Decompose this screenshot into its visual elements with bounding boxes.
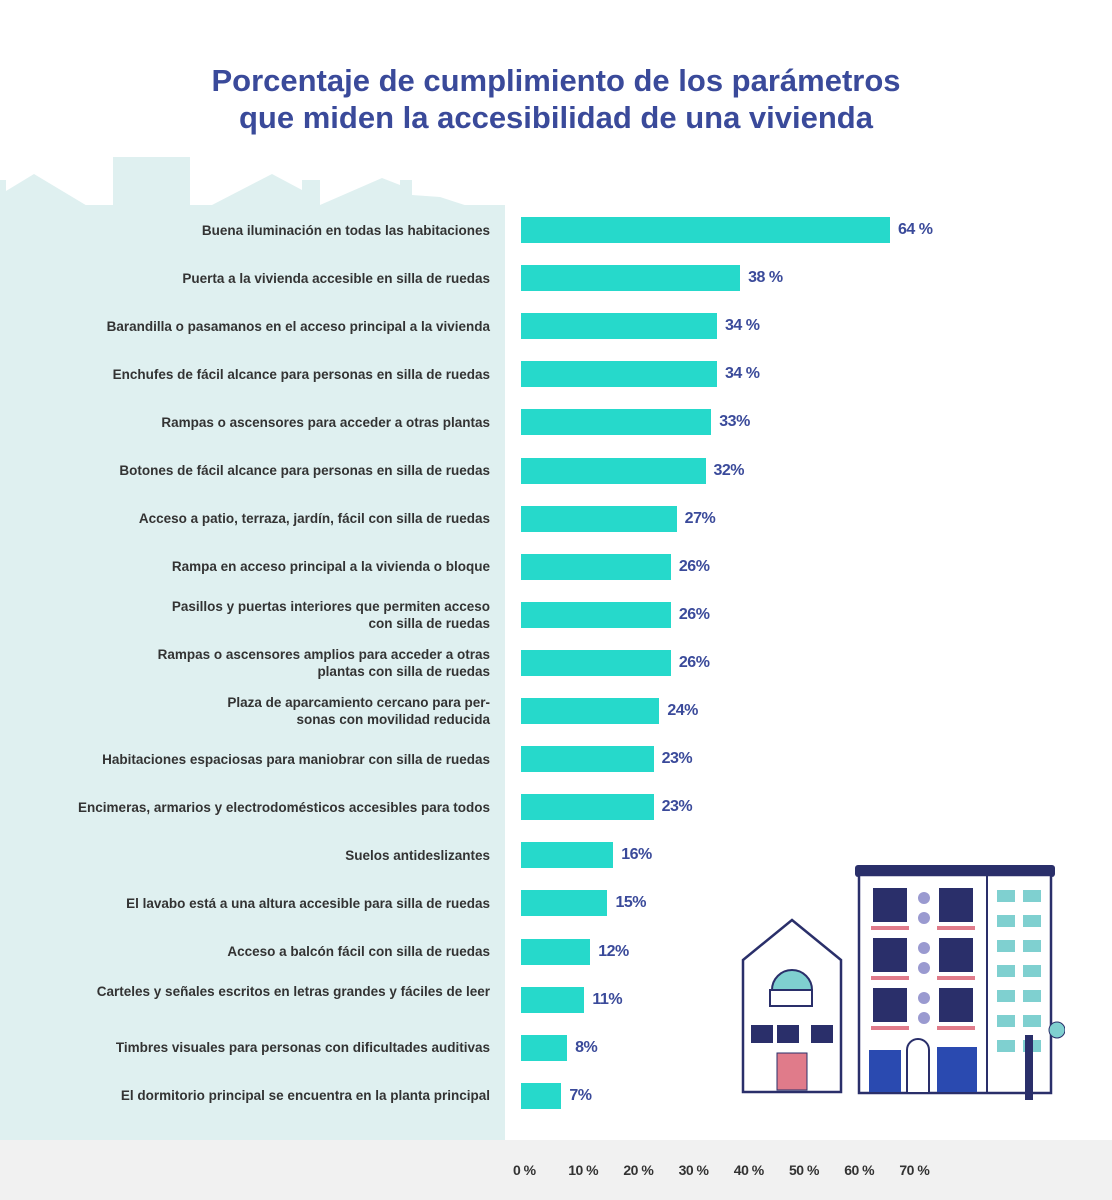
data-label: 11%	[592, 990, 623, 1008]
rooftops-silhouette	[0, 157, 480, 210]
bar	[521, 890, 608, 917]
bar	[521, 1082, 562, 1109]
category-label: Rampa en acceso principal a la vivienda …	[171, 559, 490, 575]
data-label: 26%	[678, 557, 710, 575]
bar	[521, 505, 677, 532]
category-label: Rampas o ascensores para acceder a otras…	[161, 414, 490, 430]
category-label: Habitaciones espaciosas para maniobrar c…	[102, 751, 490, 767]
category-label: Encimeras, armarios y electrodomésticos …	[78, 799, 490, 815]
category-label: Rampas o ascensores amplios para acceder…	[157, 646, 490, 679]
x-tick-label: 20 %	[623, 1162, 654, 1178]
category-label: Botones de fácil alcance para personas e…	[119, 463, 490, 478]
category-label: Acceso a patio, terraza, jardín, fácil c…	[138, 511, 490, 527]
category-label: Barandilla o pasamanos en el acceso prin…	[106, 318, 490, 334]
data-label: 32%	[713, 461, 745, 479]
data-label: 26%	[678, 653, 710, 671]
bar	[521, 457, 706, 484]
data-label: 33%	[719, 413, 750, 431]
data-label: 34 %	[725, 365, 760, 383]
title-line-2: que miden la accesibilidad de una vivien…	[239, 100, 873, 135]
x-tick-label: 50 %	[789, 1162, 819, 1178]
data-label: 7%	[569, 1086, 592, 1104]
category-label: El dormitorio principal se encuentra en …	[120, 1088, 490, 1104]
data-label: 64 %	[898, 221, 933, 238]
category-label: Enchufes de fácil alcance para personas …	[112, 366, 490, 382]
data-label: 26%	[678, 605, 710, 623]
bar	[521, 217, 890, 243]
category-label: Pasillos y puertas interiores que permit…	[171, 598, 490, 631]
bar	[521, 746, 654, 773]
x-tick-label: 40 %	[733, 1162, 764, 1178]
category-label: Suelos antideslizantes	[345, 847, 490, 863]
axis-footer	[0, 1140, 1112, 1200]
bar	[521, 842, 614, 869]
data-label: 8%	[575, 1038, 598, 1056]
buildings-illustration	[741, 865, 1065, 1100]
category-label: Buena iluminación en todas las habitacio…	[201, 222, 490, 238]
data-label: 23%	[661, 750, 693, 768]
bar	[521, 986, 585, 1013]
category-label: Acceso a balcón fácil con silla de rueda…	[227, 944, 490, 959]
x-tick-label: 70 %	[899, 1162, 930, 1178]
data-label: 12%	[598, 942, 629, 960]
bar	[521, 265, 741, 292]
data-label: 38 %	[748, 269, 783, 287]
bar	[521, 601, 671, 628]
category-label: Carteles y señales escritos en letras gr…	[96, 983, 490, 999]
data-label: 27%	[684, 509, 716, 527]
data-label: 16%	[621, 846, 652, 864]
data-label: 24%	[667, 702, 698, 719]
category-label: Plaza de aparcamiento cercano para per-s…	[227, 695, 490, 727]
chart-title: Porcentaje de cumplimiento de los paráme…	[0, 62, 1112, 136]
bar	[521, 1034, 568, 1061]
bar	[521, 553, 671, 580]
category-label: Timbres visuales para personas con dific…	[115, 1040, 490, 1056]
bar	[521, 313, 718, 340]
bar	[521, 361, 718, 388]
x-tick-label: 30 %	[678, 1162, 709, 1178]
bar	[521, 938, 591, 965]
category-label: Puerta a la vivienda accesible en silla …	[182, 270, 490, 286]
x-tick-label: 0 %	[513, 1162, 536, 1178]
bar	[521, 794, 654, 821]
bar	[521, 649, 671, 676]
title-line-1: Porcentaje de cumplimiento de los paráme…	[211, 63, 901, 98]
data-label: 23%	[661, 798, 693, 816]
x-tick-label: 60 %	[844, 1162, 875, 1178]
label-background	[0, 205, 505, 1140]
category-label: El lavabo está a una altura accesible pa…	[126, 895, 490, 911]
data-label: 34 %	[725, 317, 760, 335]
x-tick-label: 10 %	[568, 1162, 599, 1178]
data-label: 15%	[615, 894, 647, 912]
bar	[521, 698, 660, 724]
bar	[521, 409, 712, 436]
